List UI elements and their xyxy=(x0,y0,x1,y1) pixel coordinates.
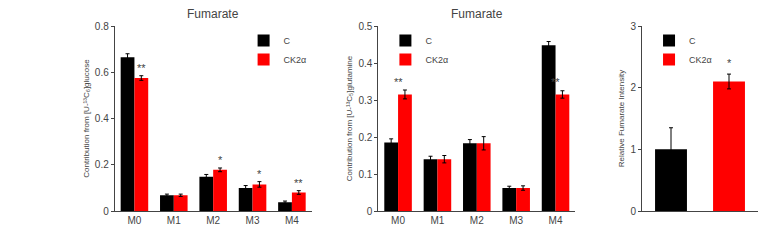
svg-text:M0: M0 xyxy=(127,215,141,226)
svg-text:C: C xyxy=(689,36,696,46)
svg-text:0.4: 0.4 xyxy=(358,58,372,69)
svg-text:Relative Fumarate Intensity: Relative Fumarate Intensity xyxy=(617,70,626,167)
svg-text:CK2α: CK2α xyxy=(425,55,448,65)
svg-text:0: 0 xyxy=(367,206,373,217)
svg-text:*: * xyxy=(727,57,732,69)
svg-text:1: 1 xyxy=(630,144,636,155)
svg-text:3: 3 xyxy=(630,21,636,32)
svg-text:0.5: 0.5 xyxy=(358,21,372,32)
svg-text:0.4: 0.4 xyxy=(95,113,109,124)
svg-text:CK2α: CK2α xyxy=(284,55,307,65)
svg-text:0: 0 xyxy=(103,206,109,217)
svg-text:Contribution from [U-¹³C₅]glut: Contribution from [U-¹³C₅]glutamine xyxy=(345,55,354,181)
svg-text:**: ** xyxy=(137,62,146,74)
svg-text:C: C xyxy=(425,36,432,46)
svg-text:*: * xyxy=(218,154,223,166)
svg-text:M2: M2 xyxy=(206,215,220,226)
svg-text:*: * xyxy=(257,168,262,180)
svg-text:Contribution from [U-¹³C₆]gluc: Contribution from [U-¹³C₆]glucose xyxy=(82,59,91,178)
svg-text:M1: M1 xyxy=(167,215,181,226)
svg-text:0.6: 0.6 xyxy=(95,67,109,78)
svg-text:Fumarate: Fumarate xyxy=(451,7,503,21)
svg-text:M4: M4 xyxy=(285,215,299,226)
svg-text:0.2: 0.2 xyxy=(95,159,109,170)
svg-text:C: C xyxy=(284,36,291,46)
svg-text:0.3: 0.3 xyxy=(358,95,372,106)
svg-text:0.8: 0.8 xyxy=(95,21,109,32)
svg-text:**: ** xyxy=(394,76,403,88)
svg-text:M3: M3 xyxy=(509,215,523,226)
svg-text:0: 0 xyxy=(630,206,636,217)
svg-text:CK2α: CK2α xyxy=(689,55,712,65)
svg-text:**: ** xyxy=(551,76,560,88)
svg-text:M1: M1 xyxy=(430,215,444,226)
svg-text:M2: M2 xyxy=(470,215,484,226)
svg-text:M3: M3 xyxy=(246,215,260,226)
svg-text:2: 2 xyxy=(630,82,636,93)
svg-text:M4: M4 xyxy=(549,215,563,226)
svg-text:0.2: 0.2 xyxy=(358,132,372,143)
svg-text:**: ** xyxy=(294,177,303,189)
svg-text:0.1: 0.1 xyxy=(358,169,372,180)
svg-text:M0: M0 xyxy=(391,215,405,226)
svg-text:Fumarate: Fumarate xyxy=(187,7,239,21)
